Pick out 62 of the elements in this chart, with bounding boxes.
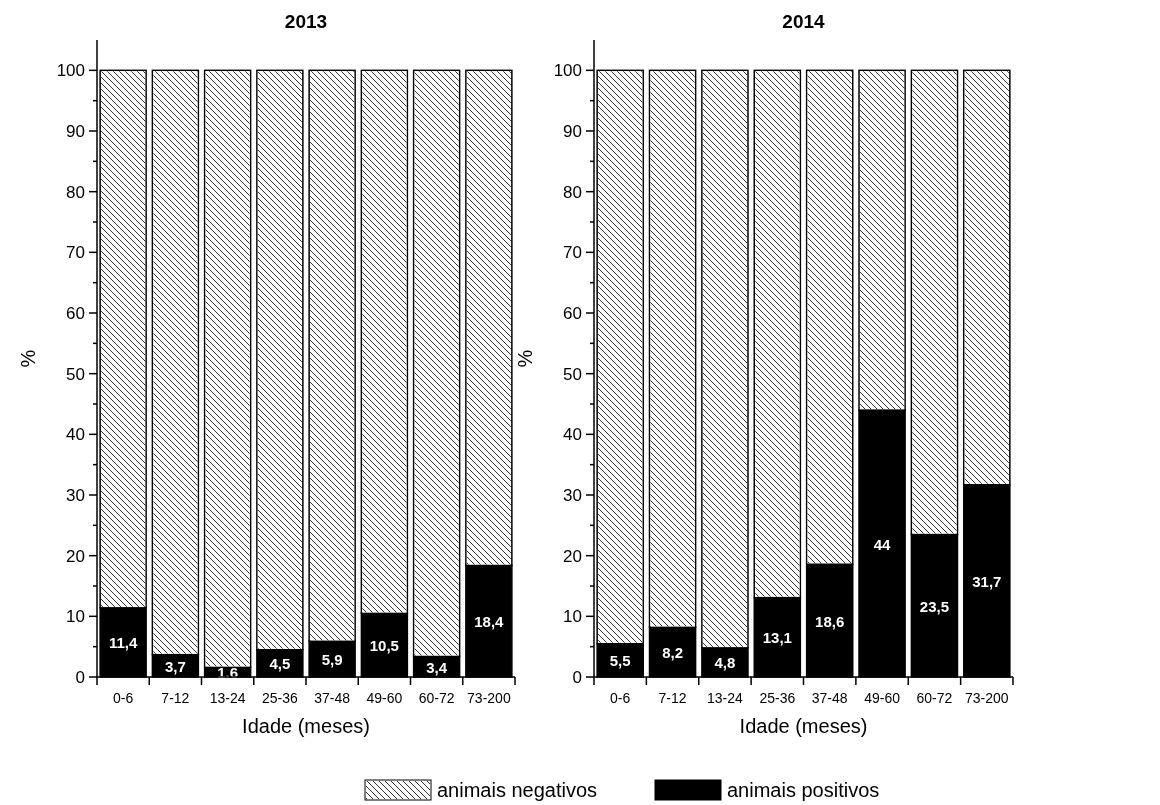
x-axis-title: Idade (meses) [242,715,370,737]
y-tick-label: 40 [563,425,582,445]
y-tick-label: 50 [563,364,582,384]
legend-label: animais positivos [727,779,880,801]
x-tick-label: 49-60 [864,690,901,706]
y-tick-label: 40 [66,425,85,445]
x-tick-label: 13-24 [209,690,246,706]
legend-label: animais negativos [437,779,598,801]
data-label: 5,9 [321,651,343,669]
y-tick-label: 70 [66,243,85,263]
x-tick-label: 13-24 [707,690,744,706]
data-label: 31,7 [972,572,1002,590]
y-tick-label: 90 [563,122,582,141]
y-tick-label: 80 [563,182,582,202]
x-tick-label: 25-36 [759,690,796,706]
y-tick-label: 50 [66,364,85,384]
y-tick-label: 100 [553,61,582,81]
y-tick-label: 100 [56,61,85,81]
y-tick-label: 20 [66,546,85,566]
y-tick-label: 20 [563,546,582,566]
y-tick-label: 90 [66,122,85,141]
data-label: 3,7 [164,657,186,675]
data-label: 1,6 [217,664,239,682]
y-axis-title: % [17,349,39,368]
x-tick-label: 7-12 [658,690,687,706]
y-axis-title: % [514,349,536,368]
data-label: 18,4 [474,613,505,631]
data-label: 4,8 [714,654,736,672]
x-tick-label: 37-48 [314,690,351,706]
data-label: 3,4 [426,658,448,676]
x-tick-label: 73-200 [467,690,511,706]
x-tick-label: 7-12 [161,690,190,706]
data-label: 23,5 [919,597,950,615]
x-tick-label: 73-200 [965,690,1009,706]
data-label: 4,5 [269,655,291,673]
chart-title: 2013 [284,11,328,32]
data-label: 13,1 [762,629,792,647]
y-tick-label: 30 [563,486,582,505]
y-tick-label: 10 [66,607,85,627]
data-label: 10,5 [369,637,399,655]
x-tick-label: 0-6 [610,690,631,706]
y-tick-label: 60 [66,304,85,323]
y-tick-label: 70 [563,243,582,263]
data-label: 8,2 [662,644,683,662]
data-label: 44 [873,535,892,553]
data-label: 11,4 [108,634,138,652]
chart-title: 2014 [782,11,826,32]
x-tick-label: 25-36 [261,690,298,706]
x-axis-title: Idade (meses) [739,715,868,737]
y-tick-label: 30 [66,486,85,505]
y-tick-label: 80 [66,182,85,202]
x-tick-label: 60-72 [418,690,455,706]
x-tick-label: 0-6 [113,690,134,706]
y-tick-label: 60 [563,304,582,323]
y-tick-label: 0 [572,668,582,687]
data-label: 5,5 [609,652,631,670]
x-tick-label: 37-48 [811,690,848,706]
data-label: 18,6 [815,612,845,630]
y-tick-label: 10 [563,607,582,627]
x-tick-label: 49-60 [366,690,403,706]
y-tick-label: 0 [75,668,85,687]
x-tick-label: 60-72 [916,690,953,706]
